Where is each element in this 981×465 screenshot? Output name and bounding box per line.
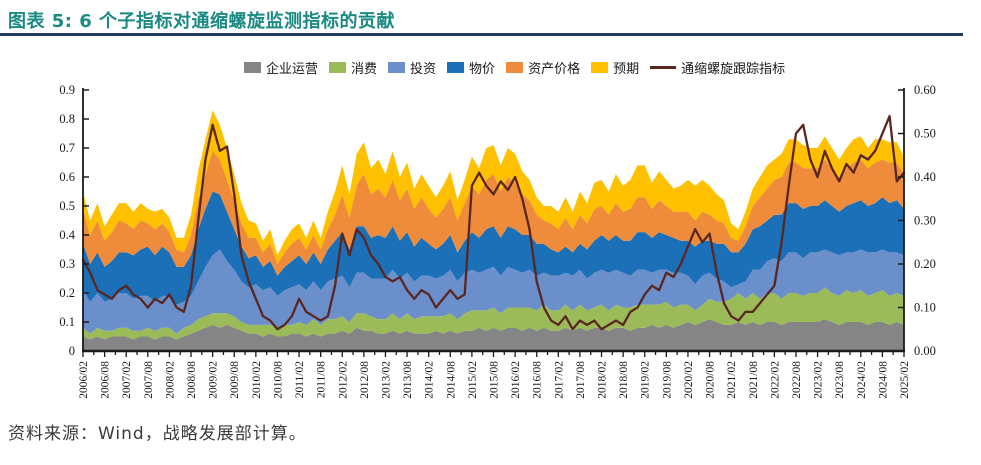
area-prices <box>83 191 904 305</box>
right-axis-label: 0.40 <box>914 170 936 184</box>
x-tick-label: 2009/08 <box>229 361 241 399</box>
left-axis-label: 0.5 <box>59 199 75 213</box>
x-tick-label: 2022/08 <box>791 361 803 399</box>
x-tick-label: 2012/08 <box>359 361 371 399</box>
legend-swatch-investment <box>388 62 406 73</box>
right-axis-label: 0.20 <box>914 257 936 271</box>
x-tick-label: 2019/08 <box>661 361 673 399</box>
x-tick-label: 2006/08 <box>100 361 112 399</box>
x-tick-label: 2014/08 <box>445 361 457 399</box>
legend-label-investment: 投资 <box>410 62 437 77</box>
left-axis-label: 0.1 <box>59 315 75 329</box>
x-tick-label: 2016/08 <box>532 361 544 399</box>
area-asset-prices <box>83 150 904 276</box>
source-note: 资料来源：Wind，战略发展部计算。 <box>8 424 307 444</box>
x-tick-label: 2015/08 <box>489 361 501 399</box>
legend-item-prices: 物价 <box>447 58 495 77</box>
right-axis-label: 0.60 <box>914 83 936 97</box>
left-axis-label: 0.4 <box>59 228 75 242</box>
page-title: 图表 5: 6 个子指标对通缩螺旋监测指标的贡献 <box>8 11 396 32</box>
legend-item-consumption: 消费 <box>329 58 377 77</box>
area-consumption <box>83 287 904 340</box>
legend-swatch-enterprise-operations <box>244 62 261 73</box>
legend-swatch-tracking-indicator-line <box>650 66 677 69</box>
x-tick-label: 2020/08 <box>705 361 717 399</box>
x-tick-label: 2007/02 <box>121 361 133 399</box>
x-tick-label: 2022/02 <box>769 361 781 399</box>
x-tick-label: 2018/08 <box>618 361 630 399</box>
x-tick-label: 2016/02 <box>510 361 522 399</box>
x-tick-label: 2010/02 <box>251 361 263 399</box>
x-tick-label: 2019/02 <box>640 361 652 399</box>
legend-label-asset-prices: 资产价格 <box>528 62 581 77</box>
left-axis-label: 0.6 <box>59 170 75 184</box>
x-tick-label: 2023/02 <box>813 361 825 399</box>
x-tick-label: 2024/02 <box>856 361 868 399</box>
legend-swatch-consumption <box>329 62 347 73</box>
x-tick-label: 2013/08 <box>402 361 414 399</box>
legend-swatch-expectations <box>591 62 609 73</box>
x-tick-label: 2010/08 <box>272 361 284 399</box>
legend-label-expectations: 预期 <box>613 62 640 77</box>
x-tick-label: 2011/08 <box>316 361 328 399</box>
left-axis-label: 0.7 <box>59 141 75 155</box>
left-axis-label: 0.3 <box>59 257 75 271</box>
legend-item-asset-prices: 资产价格 <box>506 58 580 77</box>
x-tick-label: 2017/02 <box>553 361 565 399</box>
left-axis-label: 0.2 <box>59 286 75 300</box>
chart-area: 0.9 0.8 0.7 0.6 0.5 0.4 0.3 0.2 0.1 0 0.60 0.50 0.40… <box>0 80 981 420</box>
right-axis-label: 0.00 <box>914 344 936 358</box>
x-tick-label: 2007/08 <box>143 361 155 399</box>
left-axis-label: 0 <box>69 344 75 358</box>
legend-swatch-asset-prices <box>506 62 524 73</box>
area-enterprise-operations <box>83 319 904 351</box>
line-deflation-spiral-tracker <box>81 114 906 331</box>
x-tick-label: 2025/02 <box>899 361 911 399</box>
right-axis-label: 0.10 <box>914 301 936 315</box>
x-tick-label: 2008/02 <box>164 361 176 399</box>
left-axis-label: 0.9 <box>59 83 75 97</box>
right-axis-label: 0.50 <box>914 127 936 141</box>
x-tick-label: 2024/08 <box>877 361 889 399</box>
x-tick-label: 2006/02 <box>78 361 90 399</box>
legend-label-enterprise-operations: 企业运营 <box>266 62 319 77</box>
legend-label-tracking-indicator: 通缩螺旋跟踪指标 <box>681 62 786 77</box>
title-divider <box>0 33 963 36</box>
legend-item-expectations: 预期 <box>591 58 639 77</box>
x-tick-label: 2008/08 <box>186 361 198 399</box>
legend-label-consumption: 消费 <box>351 62 378 77</box>
x-tick-label: 2018/02 <box>597 361 609 399</box>
left-axis-label: 0.8 <box>59 112 75 126</box>
x-tick-label: 2017/08 <box>575 361 587 399</box>
legend-item-investment: 投资 <box>388 58 436 77</box>
legend-label-prices: 物价 <box>469 62 496 77</box>
legend-item-tracking-indicator: 通缩螺旋跟踪指标 <box>650 58 785 77</box>
x-tick-label: 2011/02 <box>294 361 306 399</box>
x-tick-label: 2020/02 <box>683 361 695 399</box>
legend-item-enterprise-operations: 企业运营 <box>244 58 318 77</box>
chart-legend: 企业运营 消费 投资 物价 资产价格 预期 通缩螺旋跟踪指标 <box>244 58 785 77</box>
x-tick-label: 2009/02 <box>208 361 220 399</box>
x-tick-label: 2013/02 <box>380 361 392 399</box>
x-tick-label: 2012/02 <box>337 361 349 399</box>
x-tick-label: 2014/02 <box>424 361 436 399</box>
x-tick-label: 2015/02 <box>467 361 479 399</box>
stacked-area-chart: 0.90.80.70.60.50.40.30.20.100.600.500.40… <box>59 83 936 399</box>
legend-swatch-prices <box>447 62 465 73</box>
x-tick-label: 2023/08 <box>834 361 846 399</box>
x-tick-label: 2021/02 <box>726 361 738 399</box>
x-tick-label: 2021/08 <box>748 361 760 399</box>
area-investment <box>83 249 904 334</box>
right-axis-label: 0.30 <box>914 214 936 228</box>
